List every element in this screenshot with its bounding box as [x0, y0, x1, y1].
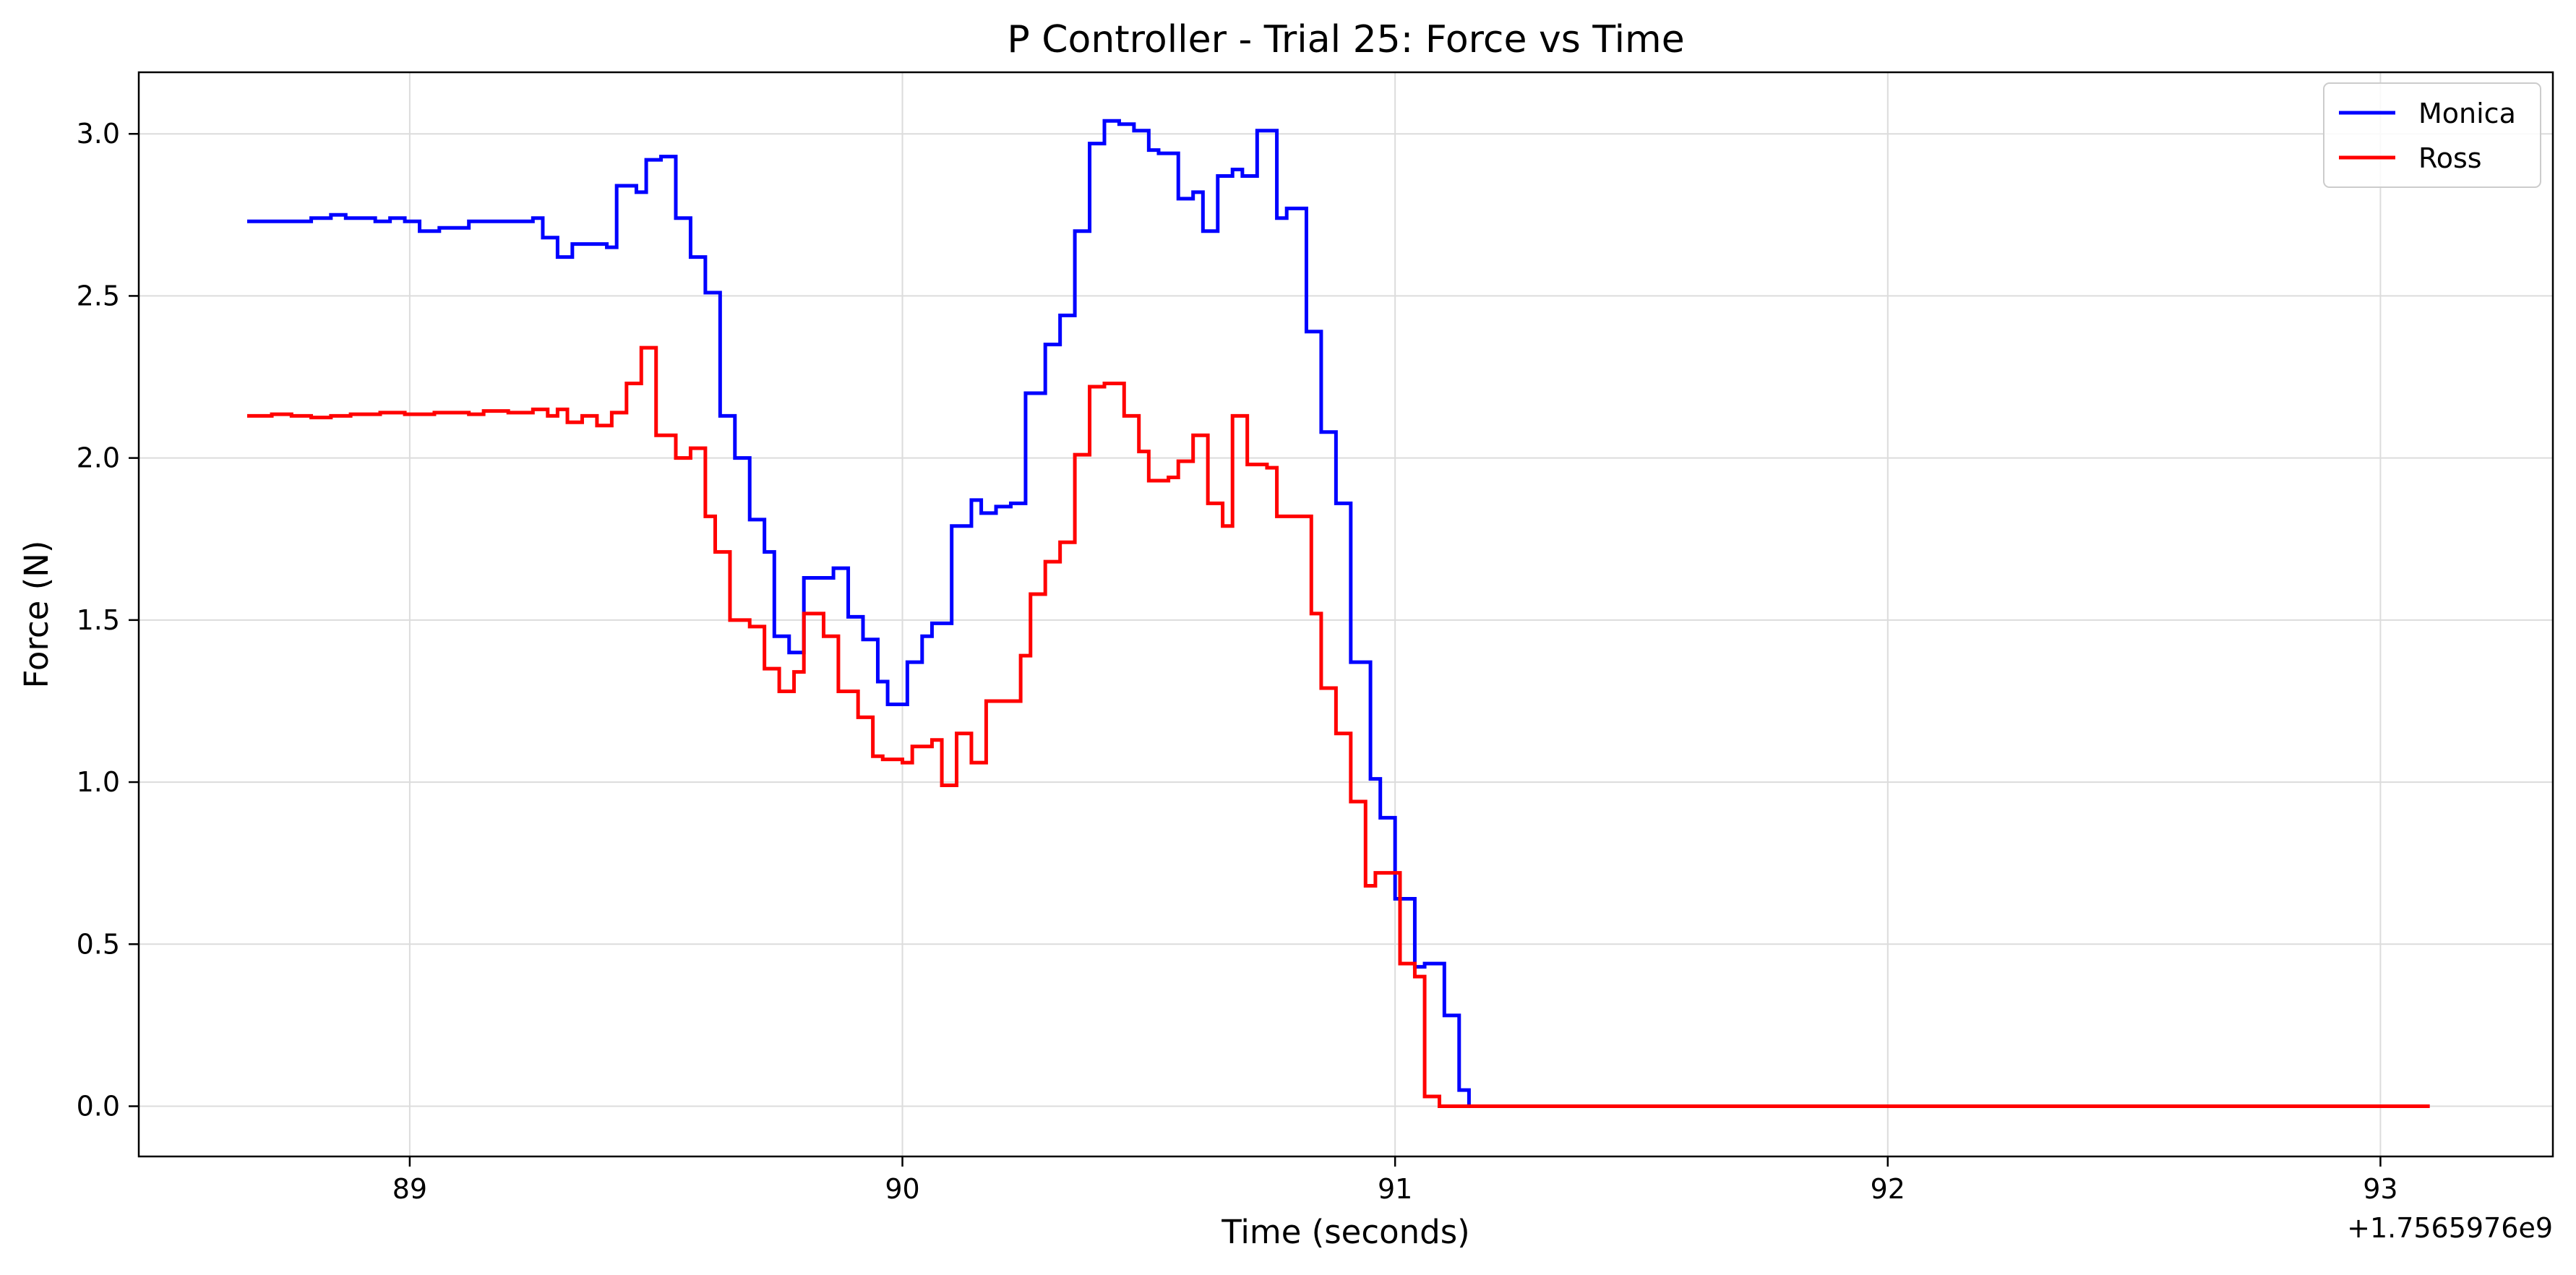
chart-title: P Controller - Trial 25: Force vs Time: [1007, 18, 1684, 61]
legend-label-monica: Monica: [2418, 98, 2516, 129]
x-tick-label: 93: [2363, 1173, 2397, 1205]
y-tick-label: 0.5: [77, 928, 120, 960]
y-tick-label: 1.0: [77, 766, 120, 798]
axis-ticks: 89 90 91 92 93 0.0 0.5 1.0 1.5 2.0 2.5 3.0: [77, 118, 2398, 1205]
y-axis-label: Force (N): [17, 541, 56, 689]
legend-box: [2323, 82, 2541, 188]
x-tick-label: 91: [1378, 1173, 1412, 1205]
y-tick-label: 3.0: [77, 118, 120, 150]
y-tick-label: 0.0: [77, 1090, 120, 1122]
series-line-monica: [246, 119, 2430, 1108]
x-tick-label: 92: [1871, 1173, 1905, 1205]
plot-area-frame: [137, 71, 2554, 1158]
grid-lines: [139, 72, 2553, 1156]
series-line-ross: [246, 345, 2430, 1108]
x-tick-label: 90: [885, 1173, 919, 1205]
legend-label-ross: Ross: [2418, 142, 2482, 174]
y-tick-label: 1.5: [77, 604, 120, 636]
x-axis-offset-label: +1.7565976e9: [2347, 1212, 2553, 1244]
x-axis-label: Time (seconds): [1221, 1213, 1469, 1251]
legend: Monica Ross: [2323, 82, 2541, 188]
y-tick-label: 2.5: [77, 280, 120, 312]
x-tick-label: 89: [392, 1173, 427, 1205]
y-tick-label: 2.0: [77, 442, 120, 474]
series-lines: [246, 119, 2430, 1108]
